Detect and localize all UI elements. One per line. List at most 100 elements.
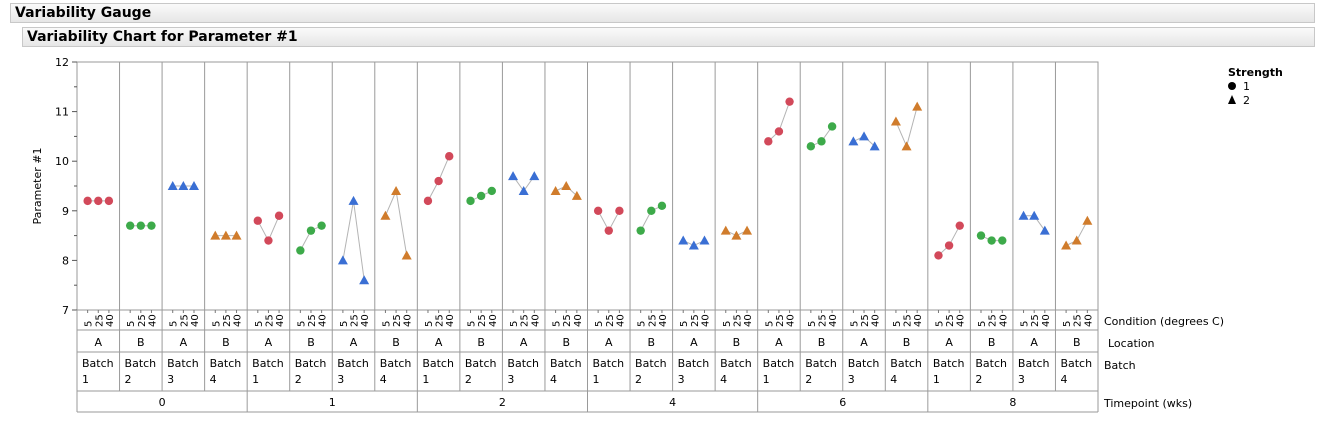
data-point	[401, 250, 412, 260]
condition-label: 40	[615, 314, 626, 327]
data-point	[423, 196, 433, 206]
condition-label: 25	[562, 314, 573, 327]
batch-label-number: 3	[848, 373, 855, 386]
batch-label-word: Batch	[422, 357, 454, 370]
data-point	[1082, 215, 1093, 225]
batch-label-number: 4	[210, 373, 217, 386]
condition-label: 5	[594, 321, 605, 327]
data-point	[1061, 240, 1072, 250]
condition-label: 5	[296, 321, 307, 327]
batch-label-number: 1	[593, 373, 600, 386]
data-point	[445, 152, 454, 161]
location-label: A	[95, 336, 103, 349]
condition-label: 5	[764, 321, 775, 327]
data-point	[264, 236, 273, 245]
data-point	[859, 131, 870, 141]
data-point	[147, 221, 156, 230]
data-point	[604, 226, 613, 235]
data-point	[167, 181, 178, 190]
data-point	[848, 136, 859, 146]
data-point	[593, 206, 603, 215]
batch-label-number: 4	[1060, 373, 1067, 386]
condition-label: 40	[190, 314, 201, 327]
legend-marker-circle	[1228, 82, 1236, 90]
condition-label: 25	[392, 314, 403, 327]
condition-label: 40	[403, 314, 414, 327]
batch-label-number: 2	[975, 373, 982, 386]
condition-label: 25	[435, 314, 446, 327]
data-point	[615, 206, 624, 215]
batch-label-number: 1	[933, 373, 940, 386]
location-label: B	[477, 336, 485, 349]
condition-label: 40	[658, 314, 669, 327]
data-point	[178, 181, 189, 190]
location-label: B	[648, 336, 656, 349]
legend-label: 1	[1243, 80, 1250, 93]
batch-label-word: Batch	[82, 357, 114, 370]
data-point	[476, 191, 486, 201]
batch-label-number: 3	[1018, 373, 1025, 386]
location-label: B	[988, 336, 996, 349]
condition-label: 25	[1030, 314, 1041, 327]
connect-line	[938, 225, 961, 256]
condition-label: 25	[477, 314, 488, 327]
condition-label: 5	[84, 321, 95, 327]
condition-label: 25	[860, 314, 871, 327]
outline-header-variability-chart[interactable]: Variability Chart for Parameter #1	[22, 27, 1315, 47]
data-point	[934, 251, 943, 260]
data-point	[636, 226, 645, 235]
data-point	[869, 141, 880, 151]
batch-label-number: 1	[422, 373, 429, 386]
batch-label-word: Batch	[550, 357, 582, 370]
data-point	[380, 210, 391, 220]
condition-label: 5	[211, 321, 222, 327]
batch-label-number: 4	[380, 373, 387, 386]
condition-label: 40	[530, 314, 541, 327]
batch-label-number: 3	[167, 373, 174, 386]
legend-title: Strength	[1228, 66, 1283, 79]
batch-label-number: 1	[763, 373, 770, 386]
location-label: B	[733, 336, 741, 349]
condition-label: 5	[679, 321, 690, 327]
condition-label: 5	[381, 321, 392, 327]
y-tick-label: 9	[62, 205, 69, 218]
condition-label: 25	[307, 314, 318, 327]
data-point	[764, 137, 773, 146]
location-label: B	[137, 336, 145, 349]
data-point	[806, 142, 816, 151]
y-tick-label: 12	[55, 56, 69, 69]
condition-label: 5	[977, 321, 988, 327]
condition-label: 40	[1083, 314, 1094, 327]
batch-label-word: Batch	[890, 357, 922, 370]
data-point	[1039, 225, 1050, 235]
condition-label: 25	[264, 314, 275, 327]
data-point	[998, 236, 1007, 245]
data-point	[306, 226, 316, 235]
batch-label-number: 2	[805, 373, 812, 386]
condition-label: 40	[318, 314, 329, 327]
condition-label: 25	[988, 314, 999, 327]
data-point	[231, 230, 242, 240]
condition-label: 5	[722, 321, 733, 327]
batch-label-word: Batch	[1060, 357, 1092, 370]
outline-header-variability-gauge[interactable]: Variability Gauge	[10, 3, 1315, 23]
condition-label: 5	[1020, 321, 1031, 327]
data-point	[125, 221, 135, 230]
location-label: B	[1073, 336, 1081, 349]
data-point	[890, 116, 901, 126]
grouping-label: Batch	[1104, 359, 1136, 372]
timepoint-label: 6	[839, 396, 846, 409]
condition-label: 5	[934, 321, 945, 327]
data-point	[901, 141, 912, 151]
condition-label: 25	[775, 314, 786, 327]
location-label: B	[818, 336, 826, 349]
condition-label: 40	[743, 314, 754, 327]
data-point	[647, 206, 656, 215]
timepoint-label: 4	[669, 396, 676, 409]
data-point	[94, 196, 103, 206]
batch-label-word: Batch	[848, 357, 880, 370]
condition-label: 5	[1062, 321, 1073, 327]
batch-label-word: Batch	[678, 357, 710, 370]
batch-label-word: Batch	[763, 357, 795, 370]
